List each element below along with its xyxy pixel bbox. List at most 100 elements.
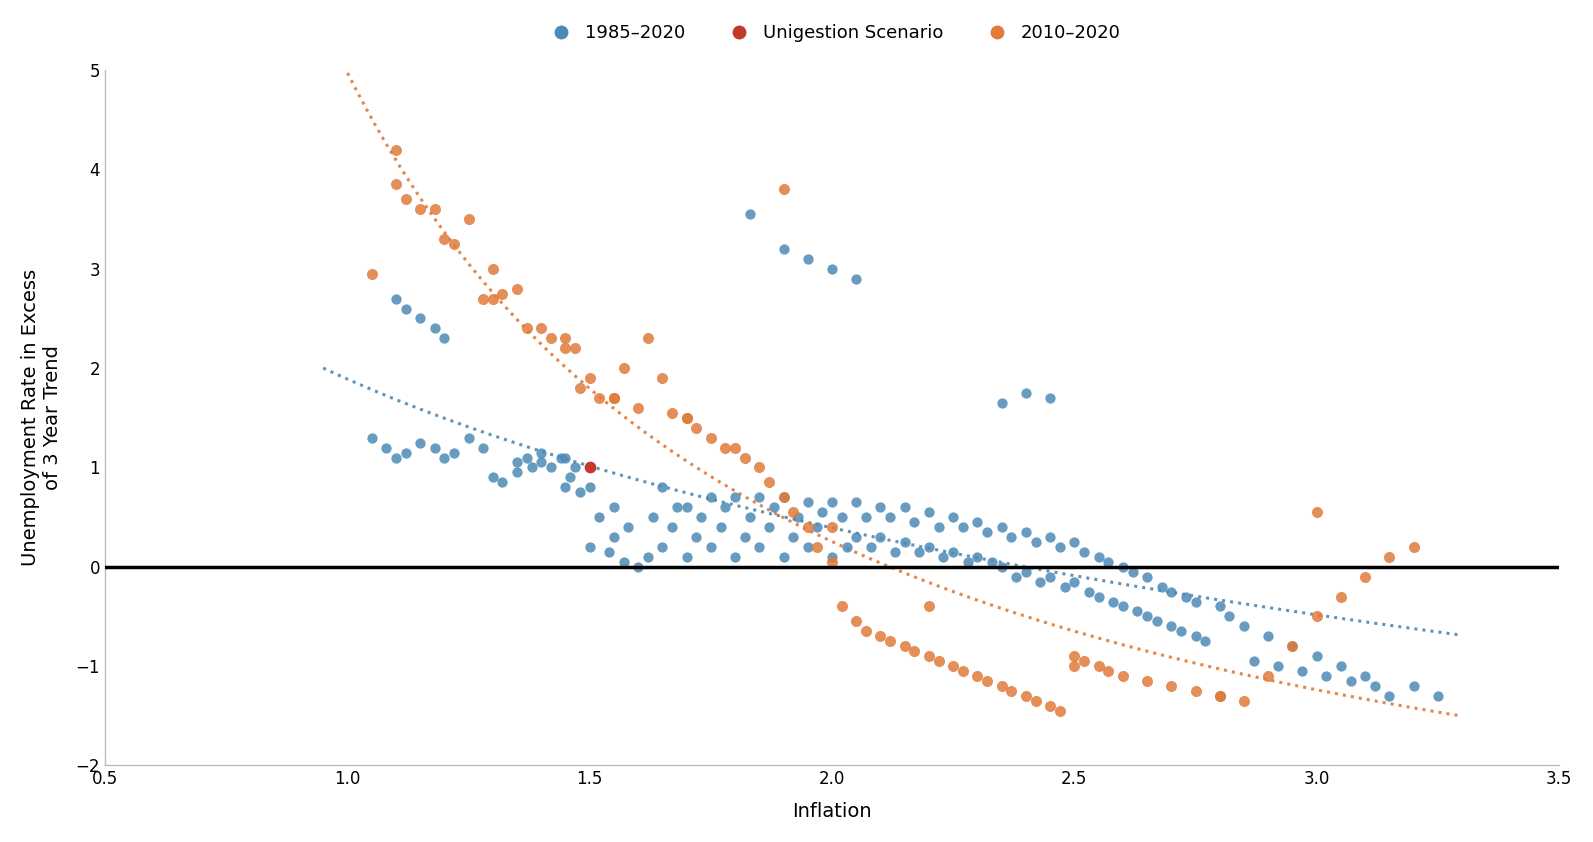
Point — [795, 495, 820, 509]
Point — [529, 322, 554, 335]
Point — [636, 550, 661, 563]
Point — [577, 541, 602, 554]
Point — [1037, 392, 1063, 405]
Point — [1061, 575, 1086, 589]
Point — [771, 491, 796, 504]
Point — [470, 441, 495, 455]
Point — [940, 545, 965, 558]
Point — [833, 541, 859, 554]
Point — [949, 664, 975, 678]
Point — [892, 536, 918, 549]
Point — [1061, 536, 1086, 549]
Point — [1329, 590, 1354, 604]
Point — [519, 461, 545, 474]
Point — [844, 495, 870, 509]
Point — [761, 500, 787, 514]
Point — [601, 500, 626, 514]
Point — [999, 685, 1024, 698]
Point — [1400, 541, 1426, 554]
Point — [660, 520, 685, 534]
Point — [1158, 585, 1184, 599]
Point — [586, 510, 612, 524]
Point — [883, 545, 908, 558]
Point — [989, 520, 1015, 534]
Point — [626, 401, 652, 414]
Point — [906, 545, 932, 558]
Point — [949, 520, 975, 534]
X-axis label: Inflation: Inflation — [792, 802, 871, 821]
Point — [722, 441, 747, 455]
Point — [674, 500, 699, 514]
Point — [688, 510, 714, 524]
Point — [989, 560, 1015, 573]
Point — [844, 530, 870, 544]
Point — [916, 600, 941, 613]
Point — [408, 202, 433, 216]
Point — [878, 510, 903, 524]
Point — [712, 500, 738, 514]
Point — [771, 491, 796, 504]
Point — [771, 183, 796, 196]
Y-axis label: Unemployment Rate in Excess
of 3 Year Trend: Unemployment Rate in Excess of 3 Year Tr… — [21, 269, 62, 567]
Point — [902, 515, 927, 529]
Point — [529, 456, 554, 469]
Point — [1061, 649, 1086, 663]
Point — [1305, 610, 1330, 623]
Point — [674, 411, 699, 424]
Point — [698, 491, 723, 504]
Point — [640, 510, 666, 524]
Point — [505, 456, 530, 469]
Point — [1168, 625, 1193, 638]
Point — [456, 212, 481, 226]
Point — [819, 495, 844, 509]
Point — [626, 560, 652, 573]
Point — [683, 421, 709, 434]
Point — [373, 441, 398, 455]
Point — [1013, 386, 1039, 400]
Point — [859, 541, 884, 554]
Point — [809, 505, 835, 519]
Point — [562, 342, 588, 355]
Point — [954, 555, 980, 568]
Point — [965, 669, 991, 683]
Point — [441, 445, 467, 459]
Point — [601, 392, 626, 405]
Point — [1279, 639, 1305, 653]
Point — [1255, 630, 1281, 643]
Point — [479, 292, 505, 306]
Point — [771, 242, 796, 256]
Point — [1086, 590, 1112, 604]
Point — [422, 202, 448, 216]
Point — [1072, 545, 1098, 558]
Point — [738, 207, 763, 221]
Point — [926, 520, 951, 534]
Point — [1096, 664, 1121, 678]
Point — [1101, 594, 1126, 608]
Point — [1149, 580, 1174, 594]
Point — [384, 143, 409, 157]
Point — [868, 500, 894, 514]
Point — [804, 520, 830, 534]
Point — [505, 282, 530, 296]
Point — [358, 267, 384, 280]
Point — [479, 262, 505, 275]
Point — [664, 500, 690, 514]
Point — [596, 545, 621, 558]
Point — [795, 541, 820, 554]
Point — [515, 322, 540, 335]
Point — [577, 481, 602, 494]
Point — [601, 392, 626, 405]
Point — [828, 510, 854, 524]
Point — [529, 445, 554, 459]
Point — [1096, 555, 1121, 568]
Point — [975, 674, 1000, 688]
Point — [422, 441, 448, 455]
Point — [674, 411, 699, 424]
Point — [610, 555, 636, 568]
Point — [636, 332, 661, 345]
Point — [650, 541, 675, 554]
Point — [733, 530, 758, 544]
Point — [1338, 674, 1364, 688]
Point — [538, 332, 564, 345]
Point — [553, 450, 578, 464]
